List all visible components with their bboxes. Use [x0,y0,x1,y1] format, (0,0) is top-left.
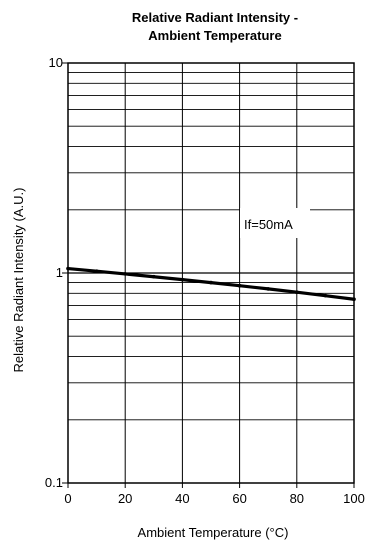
y-axis-label: Relative Radiant Intensity (A.U.) [11,188,26,373]
data-point [352,297,356,302]
data-point [180,277,185,282]
data-point [123,272,127,276]
x-tick-label: 20 [118,491,132,506]
y-tick-label: 10 [49,55,63,70]
data-point [295,290,299,295]
chart-title: Relative Radiant Intensity - Ambient Tem… [132,10,298,43]
x-tick-label: 80 [290,491,304,506]
annotation: If=50mA [240,208,310,238]
x-tick-label: 40 [175,491,189,506]
data-point [266,287,271,291]
x-tick-label: 0 [64,491,71,506]
annotation-label: If=50mA [244,217,293,232]
chart-title-line-1: Relative Radiant Intensity - [132,10,298,25]
series [66,266,356,302]
chart-title-line-2: Ambient Temperature [148,28,281,43]
tick-labels: 0 20 40 60 80 100 0.1 1 10 [45,55,365,506]
data-point [209,280,213,285]
axes [62,62,355,488]
y-tick-label: 0.1 [45,475,63,490]
data-point [152,274,156,279]
annotation-background [240,208,310,238]
x-tick-label: 100 [343,491,365,506]
x-tick-label: 60 [232,491,246,506]
x-axis-label: Ambient Temperature (°C) [138,525,289,540]
data-point [94,269,99,273]
y-tick-label: 1 [56,265,63,280]
data-point [323,293,328,298]
data-point [237,283,242,288]
data-point [66,266,70,271]
